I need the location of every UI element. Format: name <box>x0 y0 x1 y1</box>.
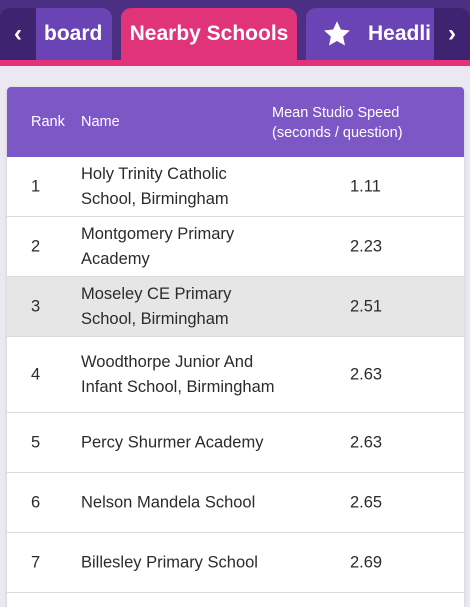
tab-bar: board Nearby Schools Headli ‹ › <box>0 0 470 60</box>
row-name: Moseley CE Primary School, Birmingham <box>81 284 232 328</box>
chevron-left-icon: ‹ <box>14 20 22 47</box>
row-rank: 3 <box>31 297 41 315</box>
table-row[interactable]: 2 Montgomery Primary Academy 2.23 <box>7 217 464 277</box>
scroll-left-button[interactable]: ‹ <box>0 8 36 60</box>
row-name: Billesley Primary School <box>81 553 258 571</box>
tab-label: Nearby Schools <box>129 22 289 45</box>
table-header: Rank Name Mean Studio Speed (seconds / q… <box>7 87 464 157</box>
row-name: Nelson Mandela School <box>81 493 256 511</box>
row-rank: 6 <box>31 493 41 511</box>
table-row[interactable]: 4 Woodthorpe Junior And Infant School, B… <box>7 337 464 413</box>
header-speed-line1: Mean Studio Speed <box>272 105 400 121</box>
tab-nearby-schools[interactable]: Nearby Schools <box>121 8 297 60</box>
table-row[interactable]: 3 Moseley CE Primary School, Birmingham … <box>7 277 464 337</box>
tab-bar-accent <box>0 60 470 66</box>
row-name: Holy Trinity Catholic School, Birmingham <box>81 164 229 208</box>
star-icon <box>324 21 350 46</box>
row-name: Woodthorpe Junior And Infant School, Bir… <box>81 352 275 396</box>
row-speed: 2.63 <box>350 433 383 451</box>
row-rank: 2 <box>31 237 41 255</box>
row-rank: 7 <box>31 553 41 571</box>
header-rank: Rank <box>31 114 65 130</box>
row-speed: 2.51 <box>350 297 383 315</box>
row-speed: 2.65 <box>350 493 383 511</box>
row-rank: 5 <box>31 433 41 451</box>
row-rank: 4 <box>31 365 41 383</box>
table-row[interactable]: 1 Holy Trinity Catholic School, Birmingh… <box>7 157 464 217</box>
header-speed: Mean Studio Speed (seconds / question) <box>272 103 403 143</box>
header-name: Name <box>81 114 120 130</box>
row-name: Montgomery Primary Academy <box>81 224 235 268</box>
chevron-right-icon: › <box>448 20 456 47</box>
tab-label: Headli <box>368 22 432 45</box>
row-speed: 2.69 <box>350 553 383 571</box>
tab-label: board <box>44 22 103 45</box>
row-speed: 2.23 <box>350 237 383 255</box>
schools-table: Rank Name Mean Studio Speed (seconds / q… <box>7 87 464 607</box>
table-row[interactable]: 6 Nelson Mandela School 2.65 <box>7 473 464 533</box>
header-speed-line2: (seconds / question) <box>272 125 403 141</box>
table-row[interactable]: 5 Percy Shurmer Academy 2.63 <box>7 413 464 473</box>
row-speed: 1.11 <box>350 177 381 195</box>
scroll-right-button[interactable]: › <box>434 8 470 60</box>
row-name: Percy Shurmer Academy <box>81 433 264 451</box>
table-row[interactable]: 7 Billesley Primary School 2.69 <box>7 533 464 593</box>
row-rank: 1 <box>31 177 41 195</box>
row-speed: 2.63 <box>350 365 383 383</box>
